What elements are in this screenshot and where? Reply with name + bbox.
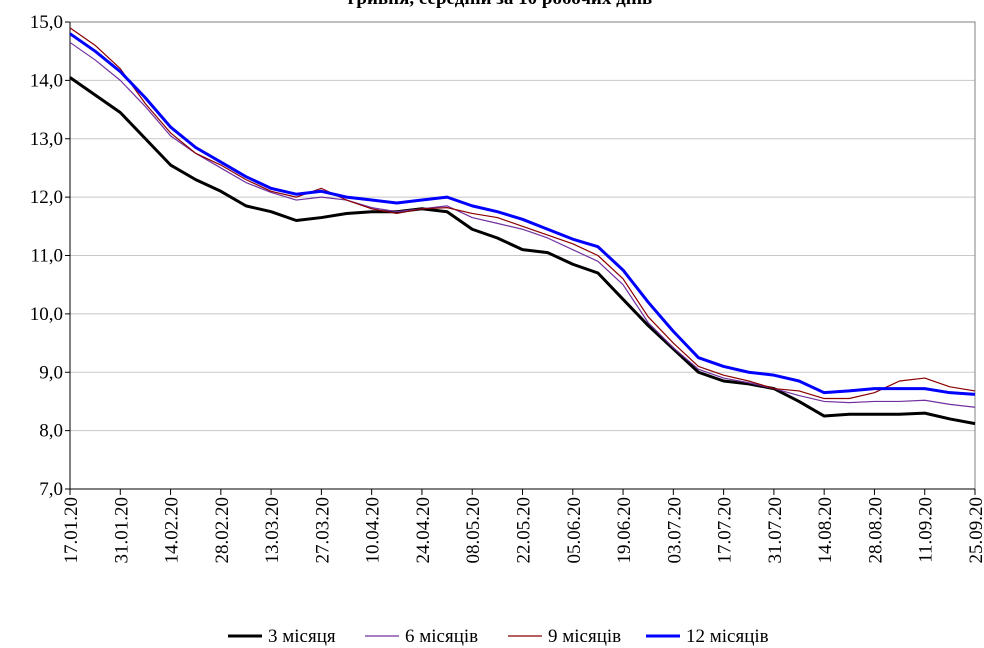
- x-tick-label: 27.03.20: [312, 497, 333, 564]
- y-tick-label: 10,0: [30, 304, 63, 325]
- x-tick-label: 05.06.20: [564, 497, 585, 564]
- x-tick-label: 28.08.20: [865, 497, 886, 564]
- x-tick-label: 14.02.20: [162, 497, 183, 564]
- series-line: [69, 41, 976, 408]
- x-tick-label: 19.06.20: [614, 497, 635, 564]
- x-tick-label: 08.05.20: [463, 497, 484, 564]
- x-tick-label: 31.01.20: [111, 497, 132, 564]
- x-tick-label: 14.08.20: [815, 497, 836, 564]
- y-tick-label: 14,0: [30, 70, 63, 91]
- x-tick-label: 28.02.20: [212, 497, 233, 564]
- y-tick-label: 7,0: [39, 479, 63, 500]
- chart-title: гривня, середній за 10 робочих днів: [348, 0, 652, 9]
- x-tick-label: 11.09.20: [916, 497, 937, 563]
- x-tick-label: 25.09.20: [966, 497, 984, 564]
- y-tick-label: 15,0: [30, 12, 63, 33]
- y-tick-label: 12,0: [30, 187, 63, 208]
- legend-label: 6 місяців: [405, 626, 478, 647]
- series-line: [69, 76, 976, 426]
- legend-label: 9 місяців: [548, 626, 621, 647]
- legend-label: 12 місяців: [686, 626, 769, 647]
- y-tick-label: 13,0: [30, 129, 63, 150]
- x-tick-label: 22.05.20: [514, 497, 535, 564]
- x-tick-label: 31.07.20: [765, 497, 786, 564]
- x-tick-label: 13.03.20: [262, 497, 283, 564]
- x-tick-label: 17.07.20: [715, 497, 736, 564]
- series-line: [69, 32, 976, 396]
- series-line: [69, 27, 976, 400]
- x-tick-label: 10.04.20: [363, 497, 384, 564]
- x-tick-label: 17.01.20: [61, 497, 82, 564]
- x-tick-label: 24.04.20: [413, 497, 434, 564]
- y-tick-label: 11,0: [30, 246, 63, 267]
- legend-label: 3 місяця: [268, 626, 336, 647]
- y-tick-label: 8,0: [39, 421, 63, 442]
- x-tick-label: 03.07.20: [664, 497, 685, 564]
- y-tick-label: 9,0: [39, 362, 63, 383]
